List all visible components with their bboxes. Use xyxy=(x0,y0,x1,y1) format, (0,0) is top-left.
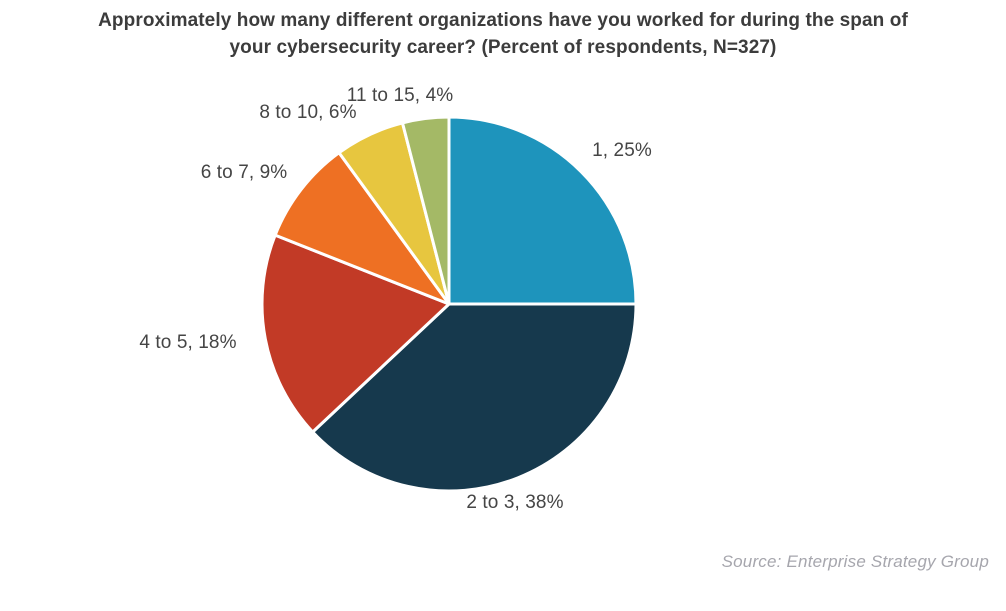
pie-slice-labels: 1, 25% 2 to 3, 38% 4 to 5, 18% 6 to 7, 9% 8 … xyxy=(139,85,652,513)
slice-label-1: 1, 25% xyxy=(592,140,652,161)
pie-slice-1 xyxy=(447,115,638,306)
slice-label-11-to-15: 11 to 15, 4% xyxy=(347,85,453,106)
chart-title-line-1: Approximately how many different organiz… xyxy=(98,10,908,31)
slice-label-4-to-5: 4 to 5, 18% xyxy=(139,332,236,353)
slice-label-2-to-3: 2 to 3, 38% xyxy=(466,492,563,513)
pie-slice-2-to-3 xyxy=(311,302,638,493)
source-credit: Source: Enterprise Strategy Group xyxy=(721,552,989,571)
pie-slices xyxy=(260,115,638,493)
chart-title-line-2: your cybersecurity career? (Percent of r… xyxy=(229,37,777,58)
pie-slice-6-to-7 xyxy=(273,151,451,306)
pie-slice-11-to-15 xyxy=(400,115,451,306)
chart-title: Approximately how many different organiz… xyxy=(0,7,1006,61)
slice-label-6-to-7: 6 to 7, 9% xyxy=(201,162,288,183)
slice-label-8-to-10: 8 to 10, 6% xyxy=(259,102,356,123)
pie-slice-4-to-5 xyxy=(260,233,451,434)
